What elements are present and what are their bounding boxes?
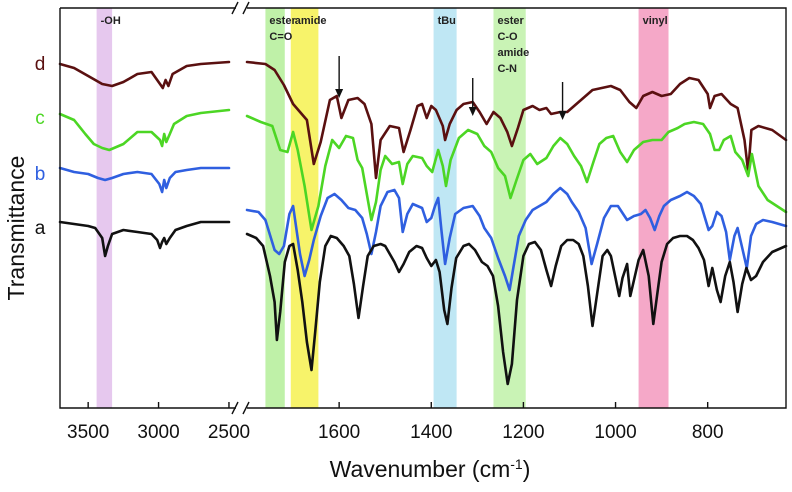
x-tick-label-3500: 3500	[67, 422, 109, 443]
series-a-right	[245, 232, 788, 386]
x-tick-label-1000: 1000	[594, 422, 636, 443]
band-label-ester-amide: ester	[497, 15, 524, 27]
x-tick-label-800: 800	[692, 422, 724, 443]
band-label-ester-co: C=O	[269, 31, 292, 43]
right-axis-frame	[247, 7, 787, 409]
annotation-arrows	[335, 56, 567, 120]
band-label-ohband: -OH	[101, 15, 121, 27]
band-label-amide: amide	[295, 15, 327, 27]
trace-label-d: d	[35, 54, 46, 75]
series-d-right	[245, 60, 788, 180]
x-tick-label-2500: 2500	[208, 422, 250, 443]
band-label-ester-co: ester	[269, 15, 296, 27]
series-b-left	[58, 166, 231, 194]
x-tick-label-1600: 1600	[318, 422, 360, 443]
x-axis-title-close: )	[523, 456, 531, 482]
band-tbu	[433, 8, 457, 408]
band-ester-amide	[493, 8, 526, 408]
band-label-ester-amide: C-O	[497, 31, 518, 43]
x-tick-label-1400: 1400	[410, 422, 452, 443]
series-b-right	[245, 186, 788, 292]
arrow-head-1310	[468, 107, 477, 116]
spectra-series	[58, 60, 788, 386]
band-label-ester-amide: C-N	[497, 63, 517, 75]
left-axis-frame	[59, 7, 236, 409]
series-a-left	[58, 220, 231, 258]
axis-break-mark	[231, 401, 239, 415]
arrow-head-1600	[335, 89, 344, 98]
band-ohband	[96, 8, 113, 408]
series-c-left	[58, 108, 231, 152]
series-c-right	[245, 114, 788, 232]
axis-break-mark	[242, 1, 250, 15]
x-axis-title: Wavenumber (cm-1)	[330, 456, 531, 482]
y-axis-title: Transmittance	[3, 156, 29, 301]
band-label-tbu: tBu	[438, 15, 456, 27]
axis-break-mark	[231, 1, 239, 15]
series-d-left	[58, 60, 231, 90]
trace-label-c: c	[35, 108, 45, 129]
x-axis-title-superscript: -1	[510, 456, 523, 472]
arrow-head-1115	[558, 111, 567, 120]
trace-label-b: b	[35, 164, 46, 185]
axis-break-mark	[242, 401, 250, 415]
x-tick-label-3000: 3000	[137, 422, 179, 443]
axes	[59, 1, 787, 415]
band-label-ester-amide: amide	[497, 47, 529, 59]
band-ester-co	[265, 8, 285, 408]
x-tick-label-1200: 1200	[502, 422, 544, 443]
band-label-vinyl: vinyl	[643, 15, 668, 27]
trace-label-a: a	[35, 218, 46, 239]
